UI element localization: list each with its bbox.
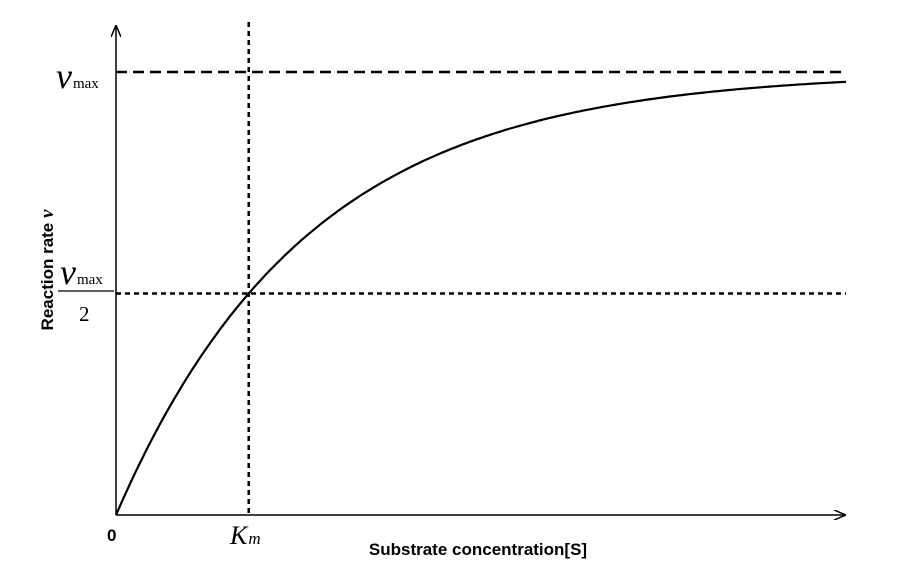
half-vmax-denominator: 2 bbox=[79, 302, 90, 326]
michaelis-menten-curve bbox=[114, 80, 847, 516]
vmax-label: vmax bbox=[56, 56, 99, 96]
origin-label: 0 bbox=[107, 526, 116, 545]
km-label: Km bbox=[229, 521, 261, 550]
half-vmax-numerator: vmax bbox=[60, 252, 103, 292]
x-axis-title: Substrate concentration[S] bbox=[369, 540, 587, 559]
y-axis-title: Reaction rate v bbox=[37, 209, 58, 330]
